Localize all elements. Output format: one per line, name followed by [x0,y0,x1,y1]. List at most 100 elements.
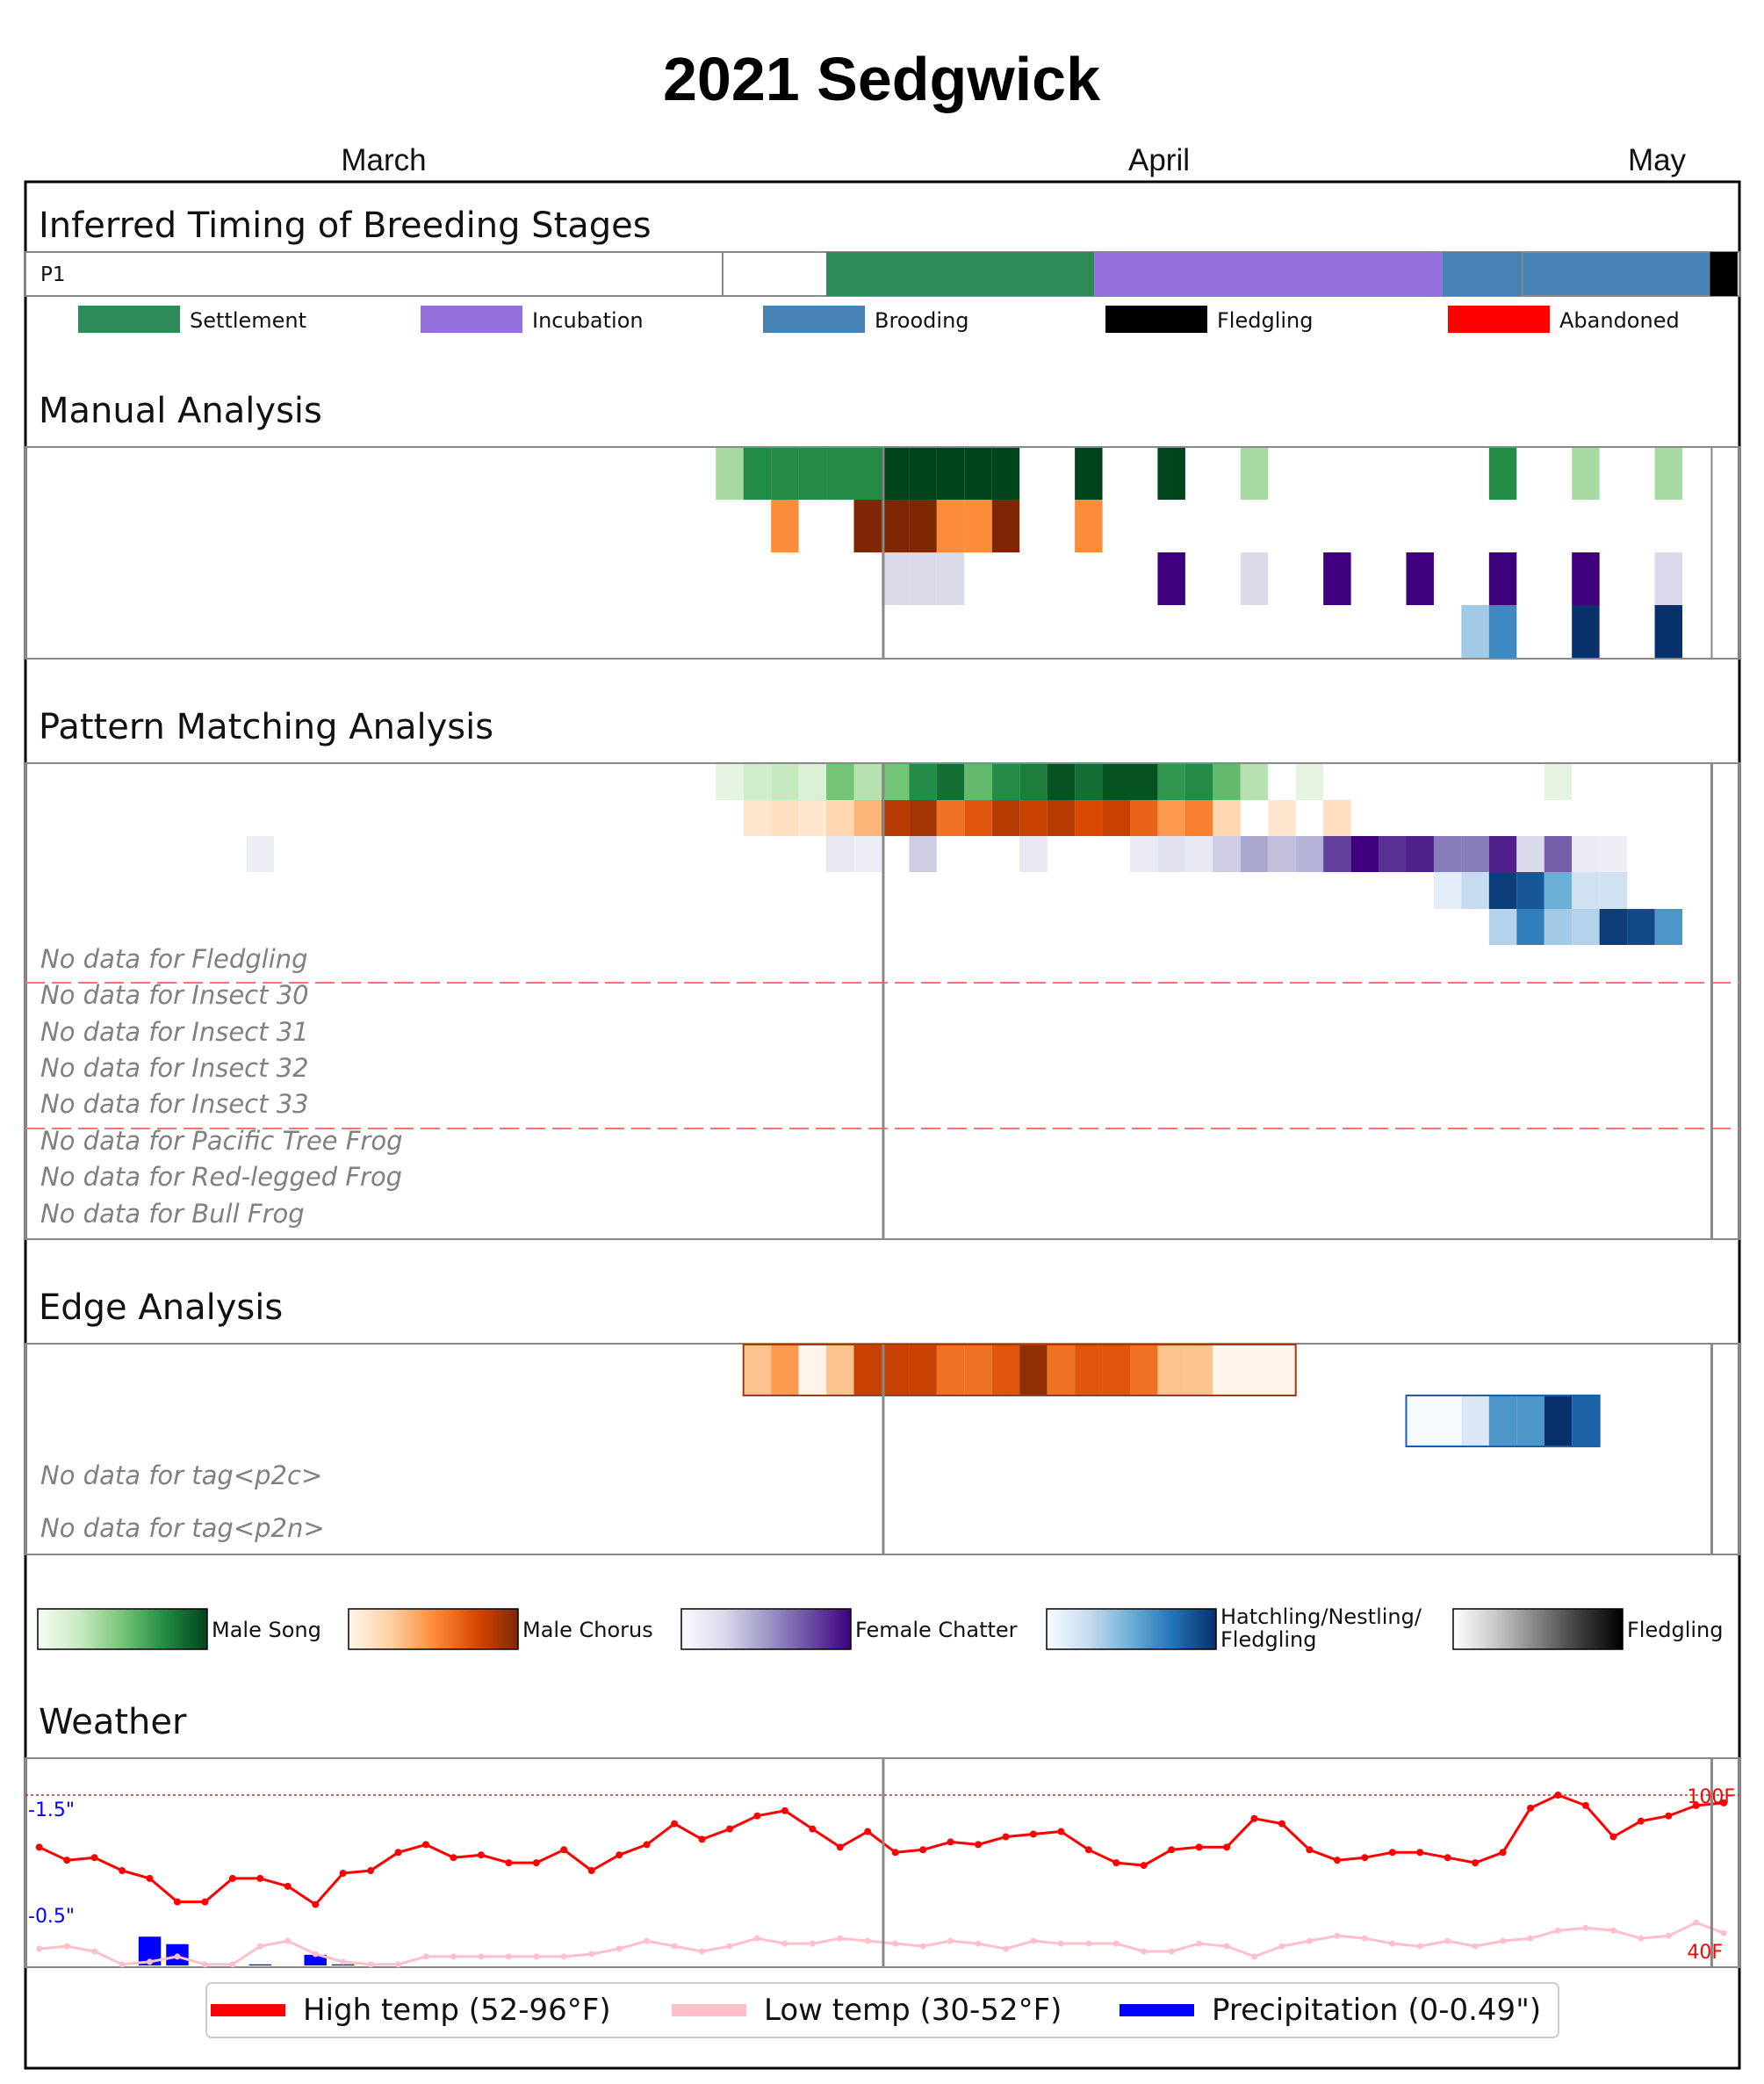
high-temp-point [1554,1792,1562,1799]
low-temp-point [91,1948,98,1955]
pattern-female-chatter-cell [1130,836,1158,872]
high-temp-point [919,1846,927,1854]
pattern-male-chorus-cell [1019,800,1048,836]
high-temp-point [836,1843,844,1851]
pattern-male-song-cell [743,764,772,800]
high-temp-point [1112,1859,1120,1867]
edge-p2c-cell [964,1345,992,1395]
low-temp-point [1030,1937,1037,1944]
high-temp-point [1057,1828,1065,1835]
pattern-hatchling-cell [1572,872,1600,909]
low-temp-point [312,1951,319,1958]
manual-female-chatter-cell [1488,552,1517,605]
low-temp-point [699,1948,706,1955]
colorbar-label: Male Song [212,1618,321,1642]
high-temp-point [1444,1854,1451,1862]
high-temp-point [173,1898,181,1906]
pattern-male-song-cell [1184,764,1213,800]
pattern-section-title: Pattern Matching Analysis [39,707,493,747]
empty-row-label: No data for Fledgling [40,944,308,974]
pattern-male-song-cell [1047,764,1076,800]
pattern-hatchling-b-cell [1599,909,1628,945]
edge-p2c-cell [798,1345,827,1395]
high-temp-point [1278,1820,1285,1828]
high-temp-point [975,1841,983,1849]
edge-p2c-cell [1019,1345,1048,1395]
manual-male-song-cell [1572,448,1600,500]
low-temp-point [588,1951,595,1958]
low-temp-point [1582,1924,1589,1931]
manual-female-chatter-cell [1157,552,1185,605]
stage-segment-incubation [1094,252,1443,296]
pattern-female-chatter-cell [1379,836,1407,872]
low-temp-point [1141,1948,1148,1955]
pattern-hatchling-b-cell [1516,909,1544,945]
low-temp-point [1444,1937,1451,1944]
precip-tick-low: -0.5" [28,1906,75,1928]
high-temp-point [1609,1833,1617,1841]
edge-p2c-cell [936,1345,965,1395]
colorbar-gray [1452,1608,1624,1650]
low-temp-point [533,1953,540,1960]
low-temp-point [947,1937,954,1944]
month-label-april: April [1128,143,1190,177]
legend-label-fledgling: Fledgling [1217,308,1314,333]
high-temp-point [1581,1801,1589,1809]
edge-p2c-cell [853,1345,882,1395]
manual-male-song-cell [964,448,992,500]
manual-male-chorus-cell [909,500,937,552]
pattern-male-chorus-cell [1213,800,1241,836]
high-temp-point [947,1838,954,1846]
pattern-male-song-cell [1019,764,1048,800]
high-temp-point [1250,1814,1258,1822]
high-temp-point [809,1825,817,1833]
manual-hatchling-cell [1461,605,1489,658]
manual-heatmap [716,448,1682,658]
legend-label-incubation: Incubation [532,308,644,333]
high-temp-point [1168,1846,1176,1854]
pattern-male-chorus-cell [1268,800,1296,836]
pattern-hatchling-b-cell [1572,909,1600,945]
pattern-male-chorus-cell [743,800,772,836]
pattern-male-chorus-cell [1075,800,1103,836]
manual-male-chorus-cell [1075,500,1103,552]
empty-row-label: No data for Insect 31 [40,1017,309,1047]
weather-plot [35,1792,1728,1968]
pattern-male-song-cell [1102,764,1130,800]
high-temp-point [1223,1843,1231,1851]
edge-p2c-outline [742,1344,1297,1396]
manual-male-chorus-cell [853,500,882,552]
pattern-female-chatter-cell [1213,836,1241,872]
high-temp-point [284,1882,292,1890]
stage-row-label: P1 [40,263,66,286]
high-temp-point [1499,1849,1507,1857]
weather-legend-label: High temp (52-96°F) [303,1993,611,2028]
low-temp-point [1416,1943,1423,1950]
low-temp-point [63,1943,70,1950]
manual-male-song-cell [826,448,854,500]
weather-legend-label: Precipitation (0-0.49") [1212,1993,1541,2028]
low-temp-point [1278,1943,1285,1950]
edge-p2n-outline [1405,1395,1601,1447]
manual-male-song-cell [1654,448,1682,500]
pattern-male-chorus-cell [853,800,882,836]
pattern-male-chorus-cell [1184,800,1213,836]
manual-female-chatter-cell [1323,552,1351,605]
pattern-female-chatter-cell [1516,836,1544,872]
high-temp-point [1720,1799,1728,1806]
high-temp-point [1195,1843,1203,1851]
manual-male-song-cell [743,448,772,500]
pattern-hatchling-cell [1488,872,1517,909]
manual-male-song-cell [881,448,910,500]
legend-label-brooding: Brooding [875,308,969,333]
colorbar-purple [680,1608,852,1650]
low-temp-point [616,1945,623,1952]
colorbar-label: Hatchling/Nestling/ [1220,1604,1422,1629]
empty-row-label: No data for Insect 32 [40,1053,309,1083]
manual-male-song-cell [853,448,882,500]
low-temp-point [1306,1937,1313,1944]
pattern-hatchling-b-cell [1654,909,1682,945]
pattern-female-chatter-cell [1433,836,1462,872]
high-temp-point [63,1857,71,1864]
low-temp-point [367,1961,374,1968]
